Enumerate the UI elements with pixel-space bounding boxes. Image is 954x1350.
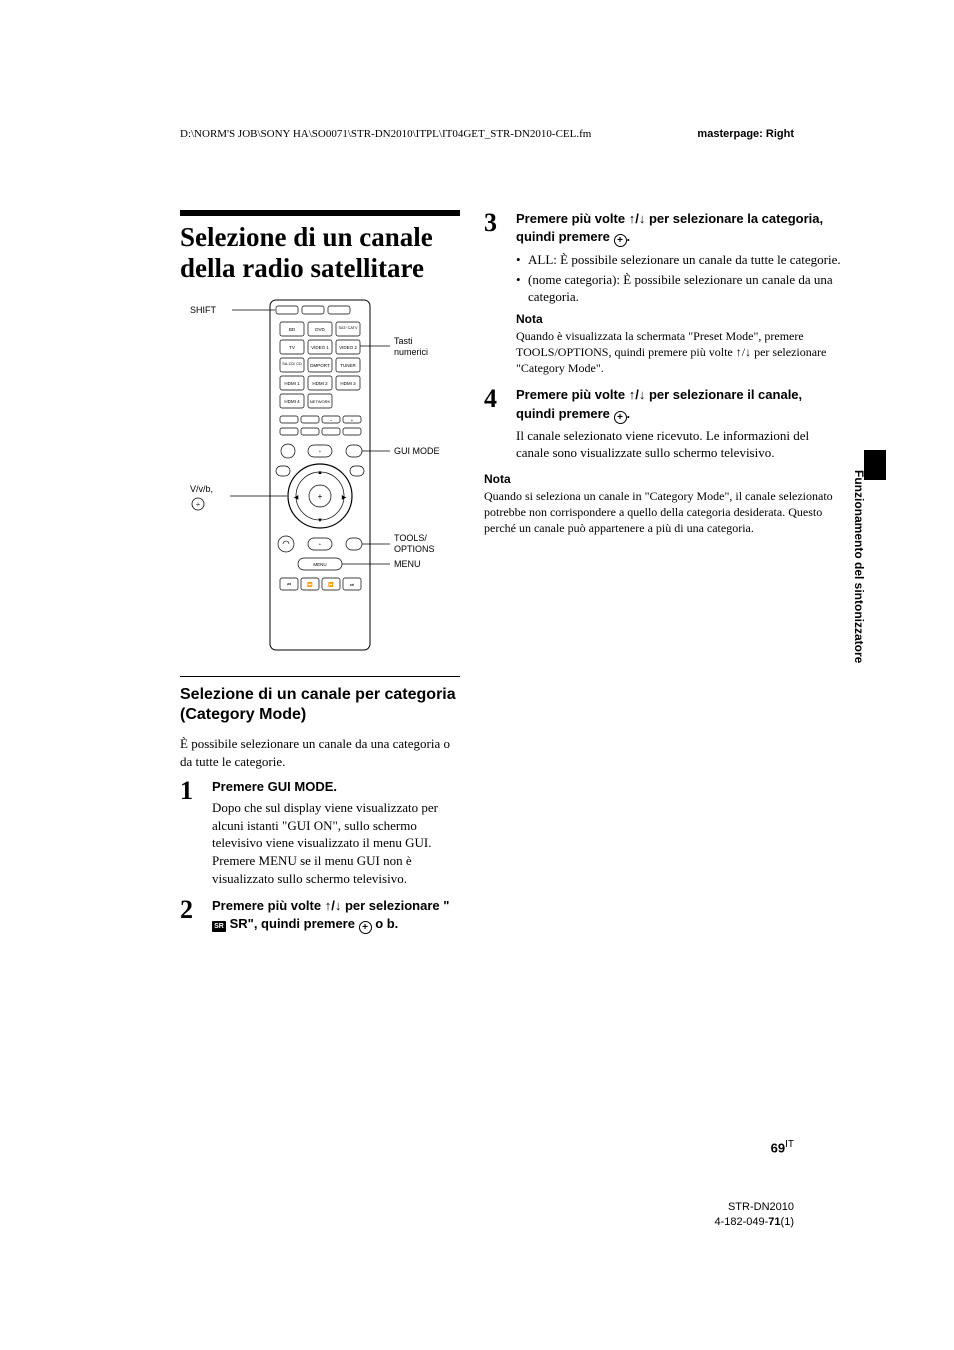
enter-icon: +	[614, 411, 627, 424]
step-text: Dopo che sul display viene visualizzato …	[212, 799, 460, 887]
intro-text: È possibile selezionare un canale da una…	[180, 735, 460, 770]
svg-text:HDMI 2: HDMI 2	[312, 381, 328, 386]
step-number: 4	[484, 386, 506, 412]
svg-text:⏮: ⏮	[287, 582, 291, 587]
svg-text:OPTIONS: OPTIONS	[394, 544, 435, 554]
svg-text:MENU: MENU	[313, 562, 326, 567]
svg-text:HDMI 4: HDMI 4	[284, 399, 300, 404]
step-4: 4 Premere più volte ↑/↓ per selezionare …	[484, 386, 844, 461]
step-3: 3 Premere più volte ↑/↓ per selezionare …	[484, 210, 844, 376]
bullet-item: ALL: È possibile selezionare un canale d…	[516, 251, 844, 269]
svg-text:+: +	[196, 500, 201, 509]
side-tab-bar	[864, 450, 886, 480]
svg-text:+: +	[318, 492, 323, 501]
subhead: Selezione di un canale per categoria (Ca…	[180, 685, 460, 725]
svg-text:⏪: ⏪	[307, 581, 313, 587]
svg-text:DVD: DVD	[315, 327, 325, 332]
page-number: 69IT	[771, 1139, 794, 1155]
step-number: 3	[484, 210, 506, 236]
svg-text:BD: BD	[289, 327, 296, 332]
label-menu: MENU	[394, 559, 421, 569]
note-text: Quando è visualizzata la schermata "Pres…	[516, 328, 844, 377]
svg-text:TV: TV	[289, 345, 295, 350]
svg-text:VIDEO 2: VIDEO 2	[339, 345, 357, 350]
svg-text:SAT/ CATV: SAT/ CATV	[338, 326, 358, 330]
svg-text:TOOLS/: TOOLS/	[394, 533, 427, 543]
subhead-rule	[180, 676, 460, 677]
note2-text: Quando si seleziona un canale in "Catego…	[484, 488, 844, 537]
header-masterpage: masterpage: Right	[697, 128, 794, 140]
svg-text:▼: ▼	[317, 518, 323, 524]
svg-text:SA-CD/ CD: SA-CD/ CD	[282, 362, 302, 366]
svg-text:DMPORT: DMPORT	[310, 363, 330, 368]
title-rule	[180, 210, 460, 216]
enter-icon: +	[614, 234, 627, 247]
svg-text:VIDEO 1: VIDEO 1	[311, 345, 329, 350]
svg-text:TUNER: TUNER	[340, 363, 356, 368]
step-text: Il canale selezionato viene ricevuto. Le…	[516, 427, 844, 462]
label-gui-mode: GUI MODE	[394, 446, 440, 456]
svg-text:numerici: numerici	[394, 347, 428, 357]
label-tasti: Tasti	[394, 336, 413, 346]
step-bullets: ALL: È possibile selezionare un canale d…	[516, 251, 844, 306]
svg-text:◀: ◀	[294, 495, 299, 501]
svg-text:⏩: ⏩	[328, 581, 334, 587]
step-title: Premere più volte ↑/↓ per selezionare la…	[516, 210, 844, 247]
svg-text:HDMI 1: HDMI 1	[284, 381, 300, 386]
label-shift: SHIFT	[190, 305, 217, 315]
bullet-item: (nome categoria): È possibile selezionar…	[516, 271, 844, 306]
main-title: Selezione di un canale della radio satel…	[180, 222, 460, 284]
note2-label: Nota	[484, 472, 844, 486]
header-filepath: D:\NORM'S JOB\SONY HA\SO0071\STR-DN2010\…	[180, 128, 591, 140]
svg-text:−: −	[330, 418, 333, 423]
svg-text:+: +	[319, 449, 322, 454]
step-title: Premere GUI MODE.	[212, 778, 460, 796]
side-tab-label: Funzionamento del sintonizzatore	[852, 470, 866, 663]
sr-icon: SR	[212, 921, 226, 932]
svg-text:NETWORK: NETWORK	[310, 399, 331, 404]
svg-text:▲: ▲	[317, 470, 323, 476]
svg-text:+: +	[319, 542, 322, 547]
svg-text:▶: ▶	[342, 495, 347, 501]
note-label: Nota	[516, 312, 844, 326]
label-dpad: V/v/b,	[190, 484, 213, 494]
step-2: 2 Premere più volte ↑/↓ per selezionare …	[180, 897, 460, 937]
remote-figure: BD DVD SAT/ CATV TV VIDEO 1 VIDEO 2	[180, 296, 460, 656]
step-1: 1 Premere GUI MODE. Dopo che sul display…	[180, 778, 460, 887]
step-title: Premere più volte ↑/↓ per selezionare il…	[516, 386, 844, 423]
svg-text:⏭: ⏭	[350, 582, 354, 587]
step-number: 2	[180, 897, 202, 923]
svg-text:HDMI 3: HDMI 3	[340, 381, 356, 386]
svg-text:+: +	[351, 418, 354, 423]
step-title: Premere più volte ↑/↓ per selezionare "S…	[212, 897, 460, 934]
footer-model: STR-DN2010 4-182-049-71(1)	[714, 1200, 794, 1230]
step-number: 1	[180, 778, 202, 804]
enter-icon: +	[359, 921, 372, 934]
